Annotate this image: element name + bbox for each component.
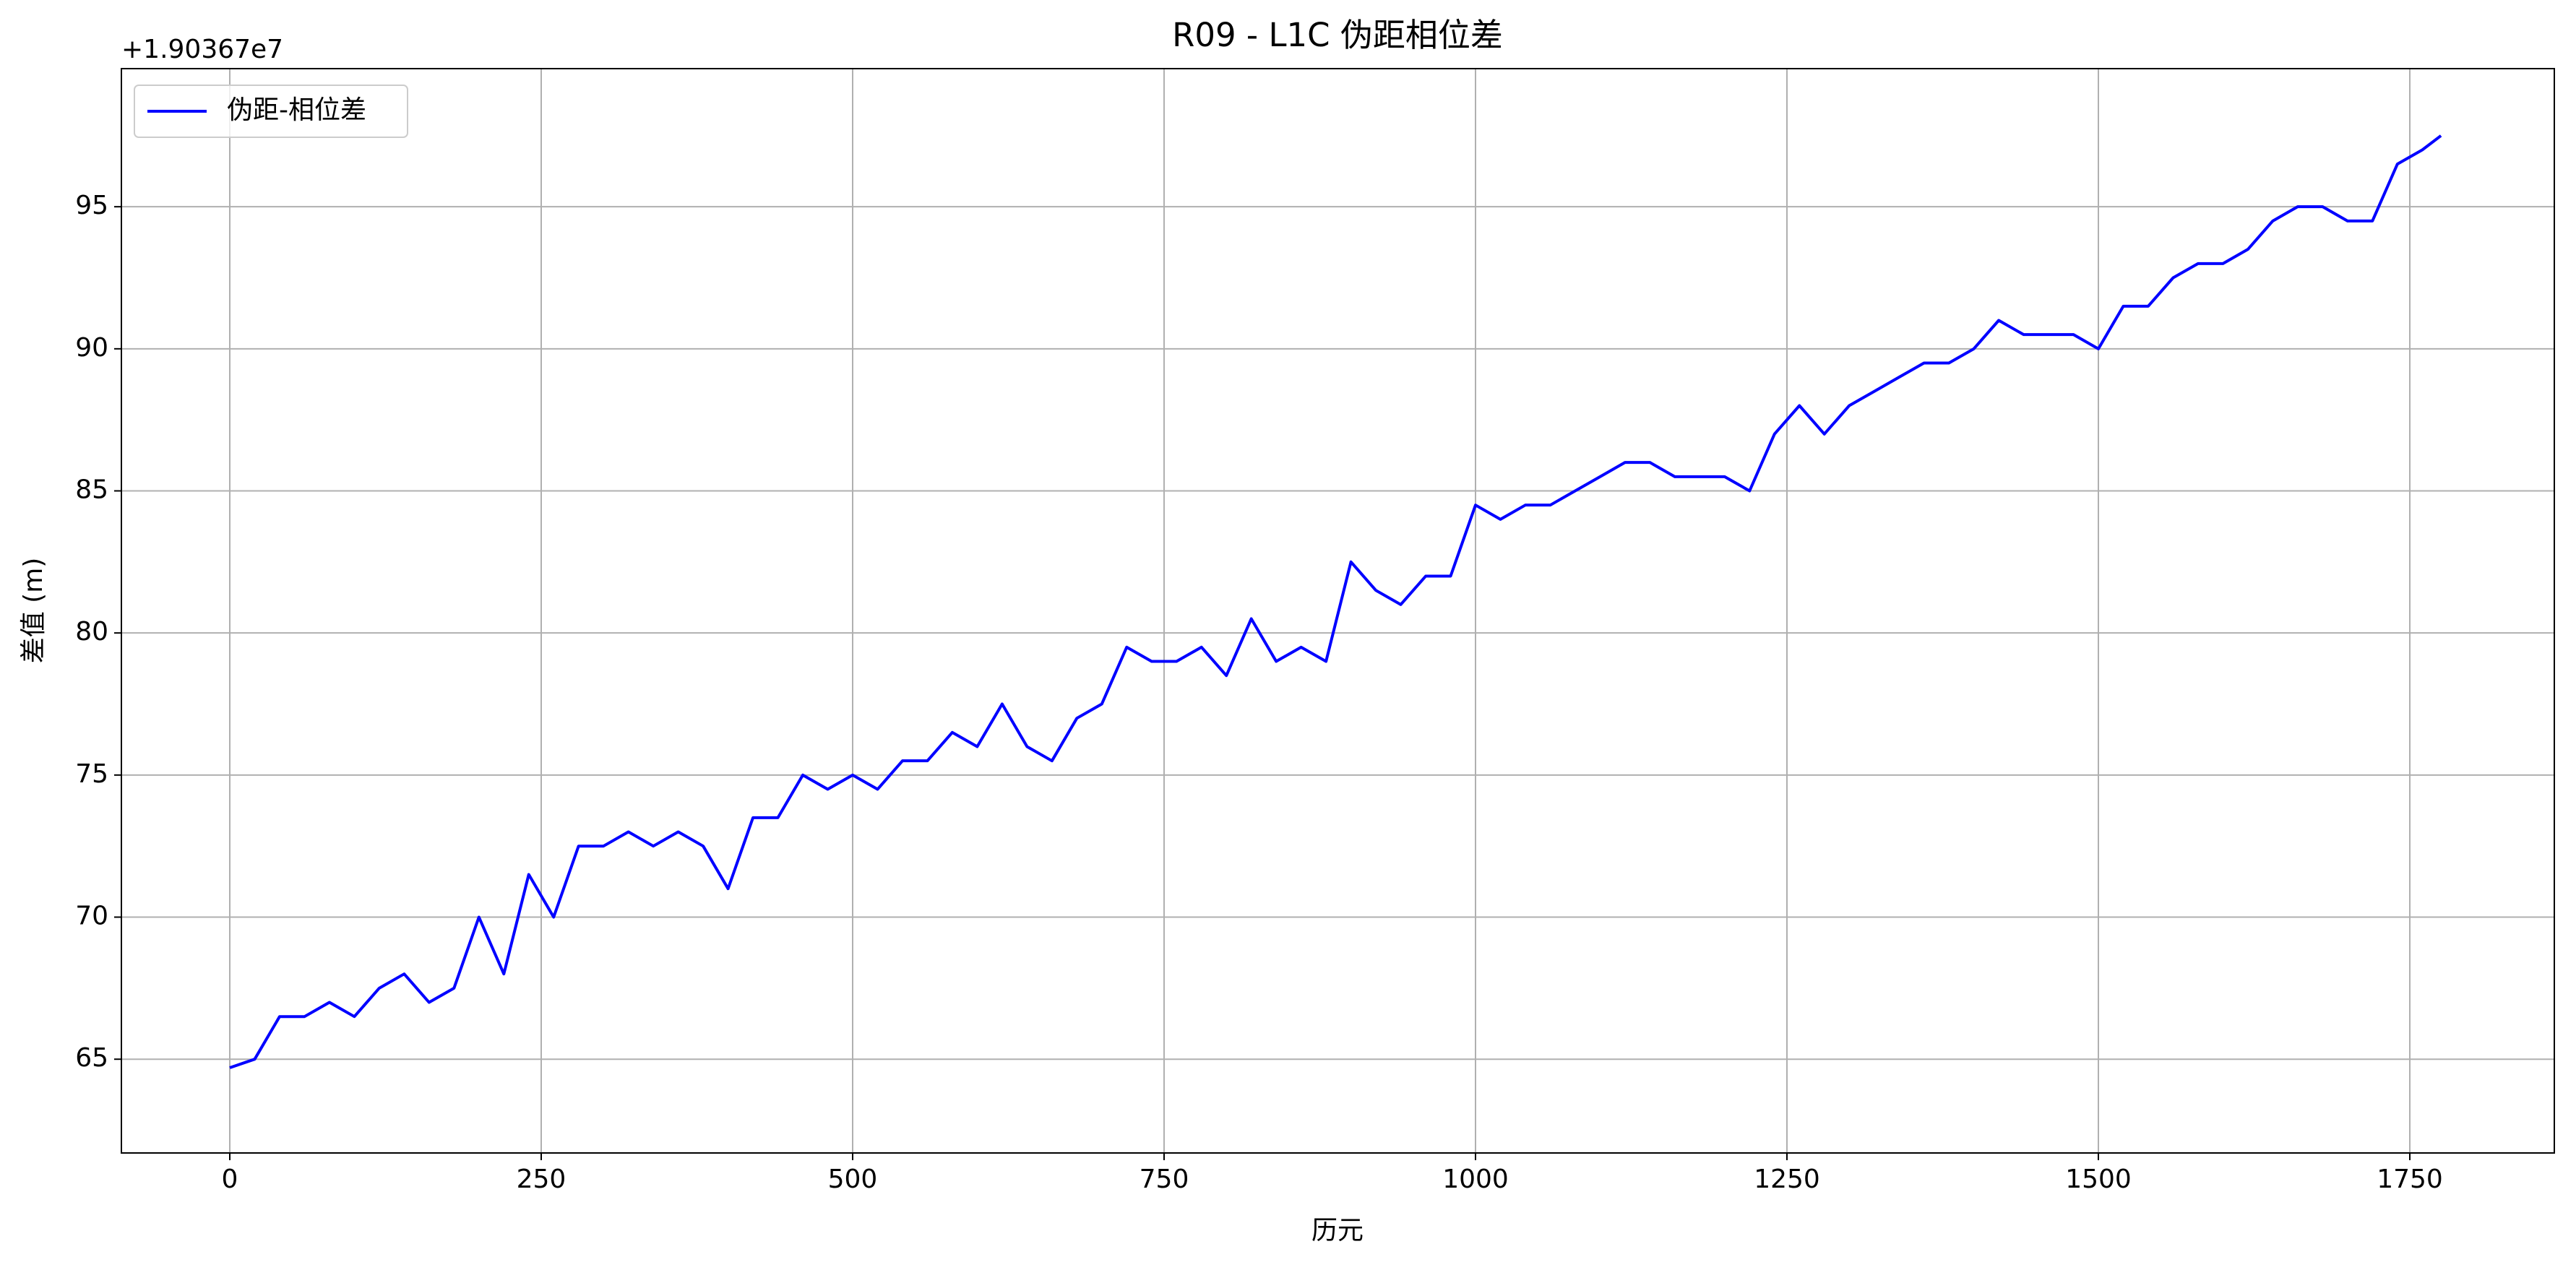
y-tick-label: 75 bbox=[75, 759, 108, 789]
legend-label: 伪距-相位差 bbox=[227, 95, 366, 125]
y-offset-label: +1.90367e7 bbox=[121, 35, 283, 64]
x-tick-label: 1750 bbox=[2377, 1165, 2443, 1194]
y-tick-label: 65 bbox=[75, 1043, 108, 1073]
x-tick-label: 0 bbox=[222, 1165, 238, 1194]
legend-box bbox=[134, 85, 408, 138]
plot-frame bbox=[121, 68, 2555, 1154]
x-tick-label: 1500 bbox=[2065, 1165, 2132, 1194]
y-tick-label: 85 bbox=[75, 475, 108, 505]
x-axis-label: 历元 bbox=[1311, 1216, 1364, 1245]
x-tick-label: 500 bbox=[828, 1165, 878, 1194]
y-tick-label: 90 bbox=[75, 333, 108, 363]
x-tick-label: 1000 bbox=[1442, 1165, 1509, 1194]
x-tick-label: 250 bbox=[517, 1165, 567, 1194]
x-tick-label: 750 bbox=[1140, 1165, 1189, 1194]
x-tick-label: 1250 bbox=[1754, 1165, 1820, 1194]
y-axis-label: 差值 (m) bbox=[19, 558, 48, 664]
chart-title: R09 - L1C 伪距相位差 bbox=[1172, 16, 1503, 54]
data-line bbox=[229, 134, 2442, 1069]
y-tick-label: 95 bbox=[75, 191, 108, 220]
y-tick-label: 70 bbox=[75, 902, 108, 931]
y-tick-label: 80 bbox=[75, 617, 108, 647]
